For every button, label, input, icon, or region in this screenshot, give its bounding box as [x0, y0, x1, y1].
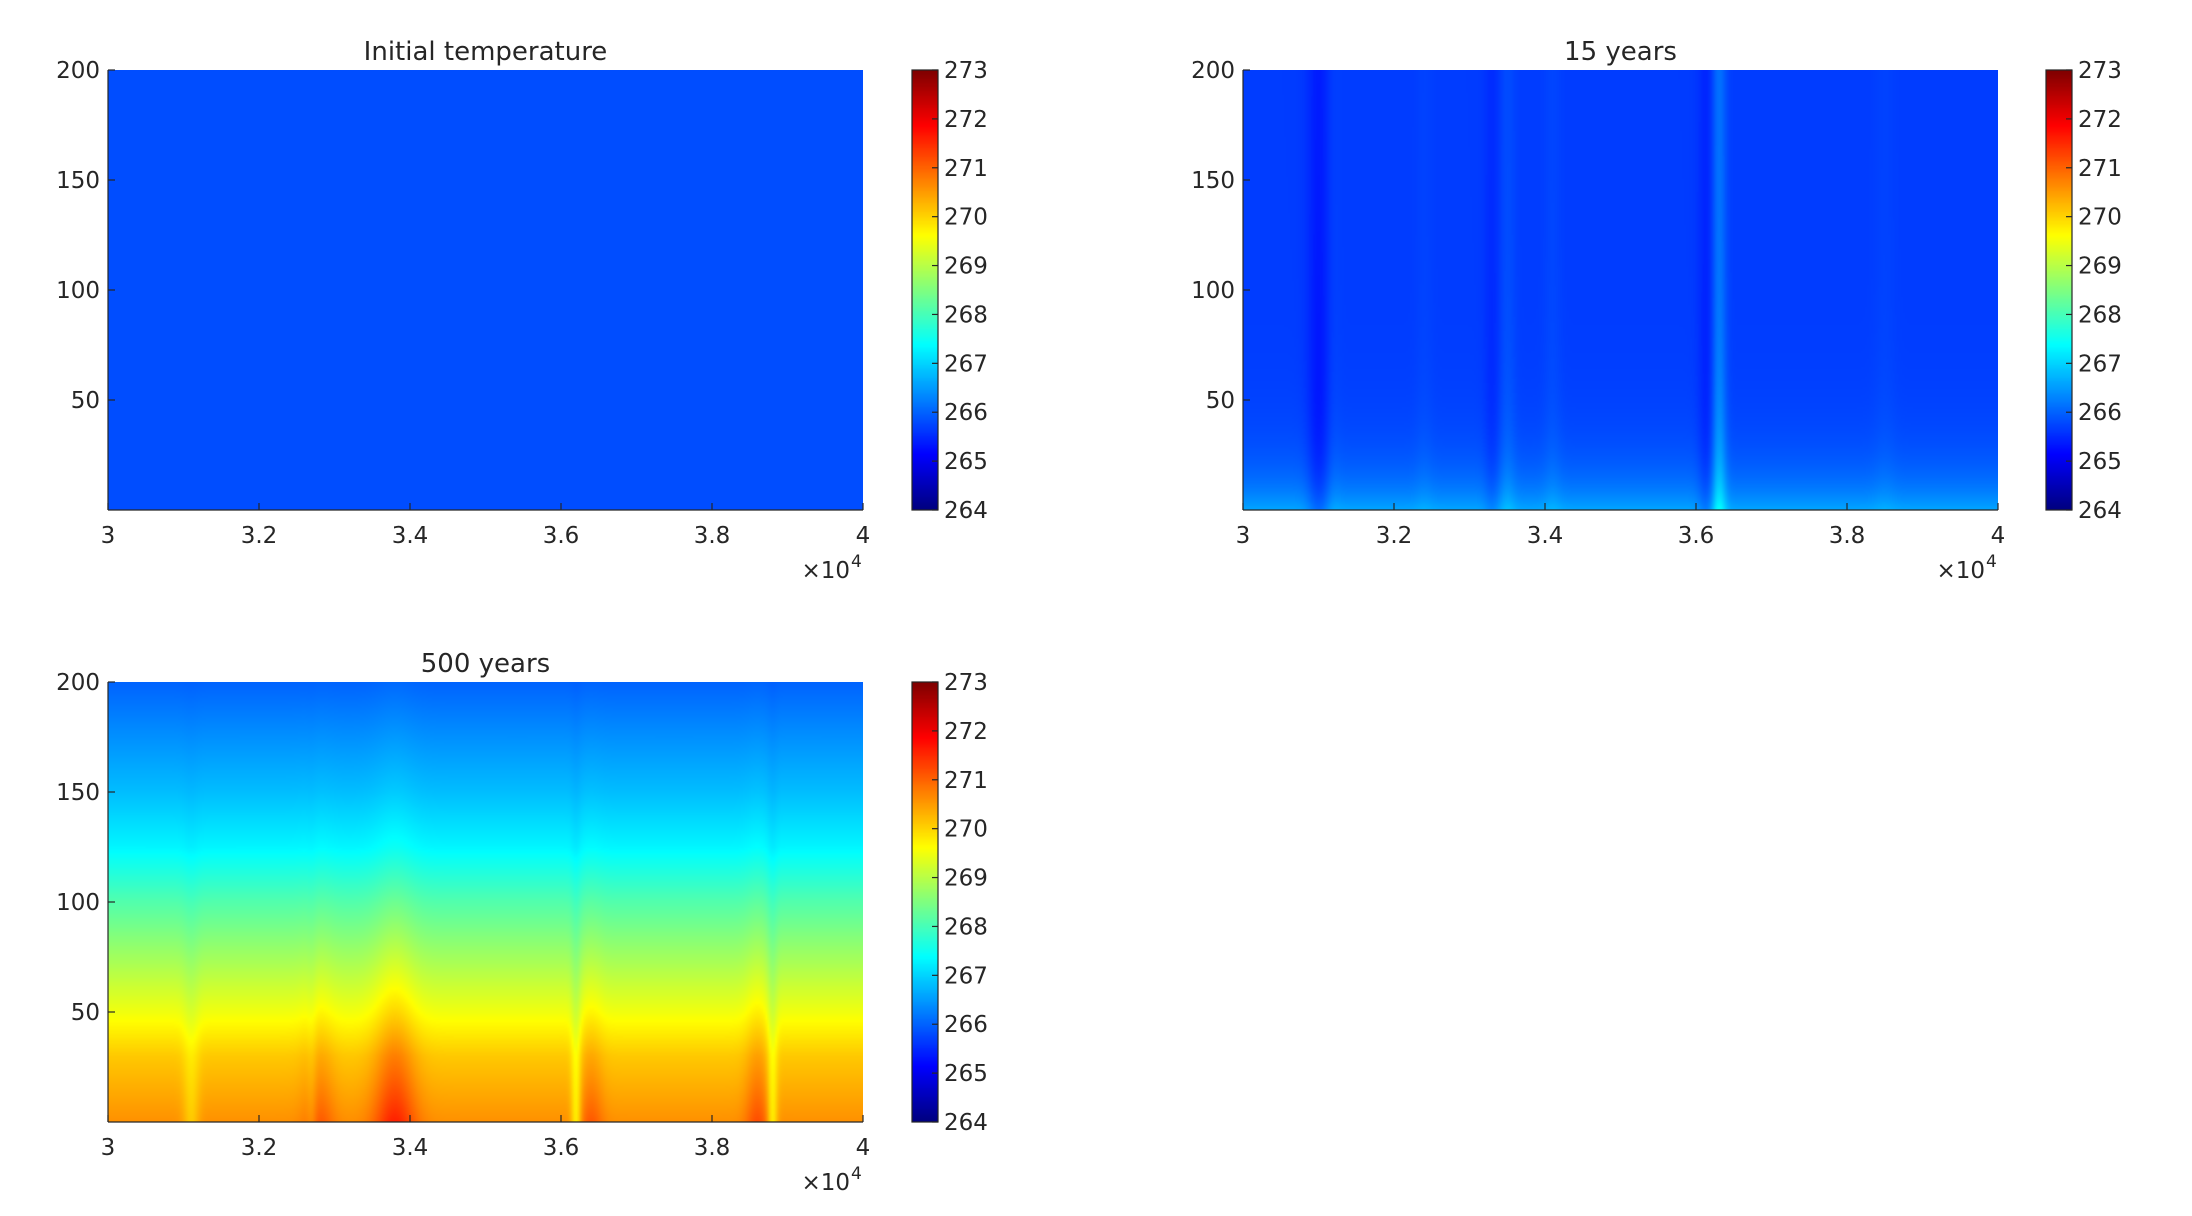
- colorbar-tick-label: 268: [2078, 302, 2122, 328]
- colorbar-tick-label: 273: [944, 58, 988, 84]
- x-tick-label: 3.2: [241, 523, 278, 549]
- x-tick-label: 3: [101, 1135, 116, 1161]
- y-tick-label: 200: [1191, 58, 1235, 84]
- y-tick-label: 150: [56, 168, 100, 194]
- x-tick-label: 3.8: [694, 523, 731, 549]
- x-tick-label: 3.4: [392, 523, 429, 549]
- x-exponent-label: ×10: [801, 1170, 850, 1196]
- y-tick-label: 150: [1191, 168, 1235, 194]
- colorbar-tick-label: 268: [944, 302, 988, 328]
- y-tick-label: 50: [71, 388, 100, 414]
- colorbar-tick-label: 265: [2078, 449, 2122, 475]
- x-tick-label: 3: [1236, 523, 1251, 549]
- colorbar-tick-label: 267: [944, 351, 988, 377]
- x-tick-label: 3.2: [241, 1135, 278, 1161]
- x-tick-label: 3.4: [1527, 523, 1564, 549]
- colorbar-frame: [2045, 69, 2073, 511]
- chart-title: Initial temperature: [364, 37, 608, 67]
- colorbar-tick-label: 270: [2078, 205, 2122, 231]
- colorbar: 264 265 266 267 268 269 270 271 272 273: [2045, 58, 2122, 524]
- x-tick-label: 4: [856, 523, 871, 549]
- chart-title: 15 years: [1564, 37, 1677, 67]
- x-exponent-power: 4: [851, 1164, 862, 1184]
- x-exponent-power: 4: [1986, 552, 1997, 572]
- y-tick-label: 150: [56, 780, 100, 806]
- colorbar-tick-label: 271: [944, 768, 988, 794]
- y-tick-label: 50: [71, 1000, 100, 1026]
- y-tick-label: 50: [1206, 388, 1235, 414]
- heatmap-field: [108, 70, 863, 510]
- y-tick-label: 100: [56, 890, 100, 916]
- colorbar-tick-label: 272: [2078, 107, 2122, 133]
- x-tick-label: 3.8: [1829, 523, 1866, 549]
- chart-title: 500 years: [421, 649, 550, 679]
- colorbar-tick-label: 271: [944, 156, 988, 182]
- y-tick-label: 100: [56, 278, 100, 304]
- x-tick-label: 3.6: [1678, 523, 1715, 549]
- x-exponent-power: 4: [851, 552, 862, 572]
- colorbar-gradient: [912, 682, 938, 1122]
- y-tick-label: 100: [1191, 278, 1235, 304]
- colorbar-tick-label: 266: [944, 400, 988, 426]
- x-exponent-label: ×10: [801, 558, 850, 584]
- colorbar-tick-label: 265: [944, 449, 988, 475]
- colorbar-frame: [911, 681, 939, 1123]
- x-tick-label: 4: [856, 1135, 871, 1161]
- colorbar-tick-label: 273: [944, 670, 988, 696]
- x-tick-label: 3.8: [694, 1135, 731, 1161]
- colorbar-tick-label: 264: [944, 498, 988, 524]
- colorbar-tick-label: 267: [2078, 351, 2122, 377]
- x-tick-label: 3.6: [543, 1135, 580, 1161]
- colorbar-tick-label: 266: [944, 1012, 988, 1038]
- colorbar-tick-label: 269: [944, 866, 988, 892]
- colorbar: 264 265 266 267 268 269 270 271 272 273: [911, 58, 988, 524]
- heatmap-field: [1243, 70, 1998, 510]
- x-tick-label: 3.6: [543, 523, 580, 549]
- colorbar-tick-label: 270: [944, 817, 988, 843]
- colorbar-frame: [911, 69, 939, 511]
- colorbar-gradient: [2046, 70, 2072, 510]
- colorbar-tick-label: 269: [2078, 254, 2122, 280]
- colorbar-tick-label: 272: [944, 107, 988, 133]
- colorbar-tick-label: 271: [2078, 156, 2122, 182]
- x-tick-label: 3.4: [392, 1135, 429, 1161]
- colorbar-tick-label: 265: [944, 1061, 988, 1087]
- y-tick-label: 200: [56, 58, 100, 84]
- heatmap-field: [108, 682, 863, 1122]
- chart-panel-top-left: 3 3.2 3.4 3.6 3.8 4 50 100 150 200 ×10 4 Initial tem…: [56, 37, 988, 584]
- colorbar-tick-label: 269: [944, 254, 988, 280]
- chart-panel-bottom-left: 3 3.2 3.4 3.6 3.8 4 50 100 150 200 ×10 4 500 years 26…: [56, 649, 988, 1196]
- colorbar-gradient: [912, 70, 938, 510]
- x-tick-label: 3.2: [1376, 523, 1413, 549]
- chart-panel-top-right: 3 3.2 3.4 3.6 3.8 4 50 100 150 200 ×10 4 15 years 264…: [1191, 37, 2122, 584]
- colorbar: 264 265 266 267 268 269 270 271 272 273: [911, 670, 988, 1136]
- x-tick-label: 3: [101, 523, 116, 549]
- colorbar-tick-label: 264: [944, 1110, 988, 1136]
- colorbar-tick-label: 273: [2078, 58, 2122, 84]
- y-tick-label: 200: [56, 670, 100, 696]
- colorbar-tick-label: 264: [2078, 498, 2122, 524]
- x-exponent-label: ×10: [1936, 558, 1985, 584]
- x-tick-label: 4: [1991, 523, 2006, 549]
- colorbar-tick-label: 266: [2078, 400, 2122, 426]
- colorbar-tick-label: 270: [944, 205, 988, 231]
- colorbar-tick-label: 272: [944, 719, 988, 745]
- colorbar-tick-label: 267: [944, 963, 988, 989]
- colorbar-tick-label: 268: [944, 914, 988, 940]
